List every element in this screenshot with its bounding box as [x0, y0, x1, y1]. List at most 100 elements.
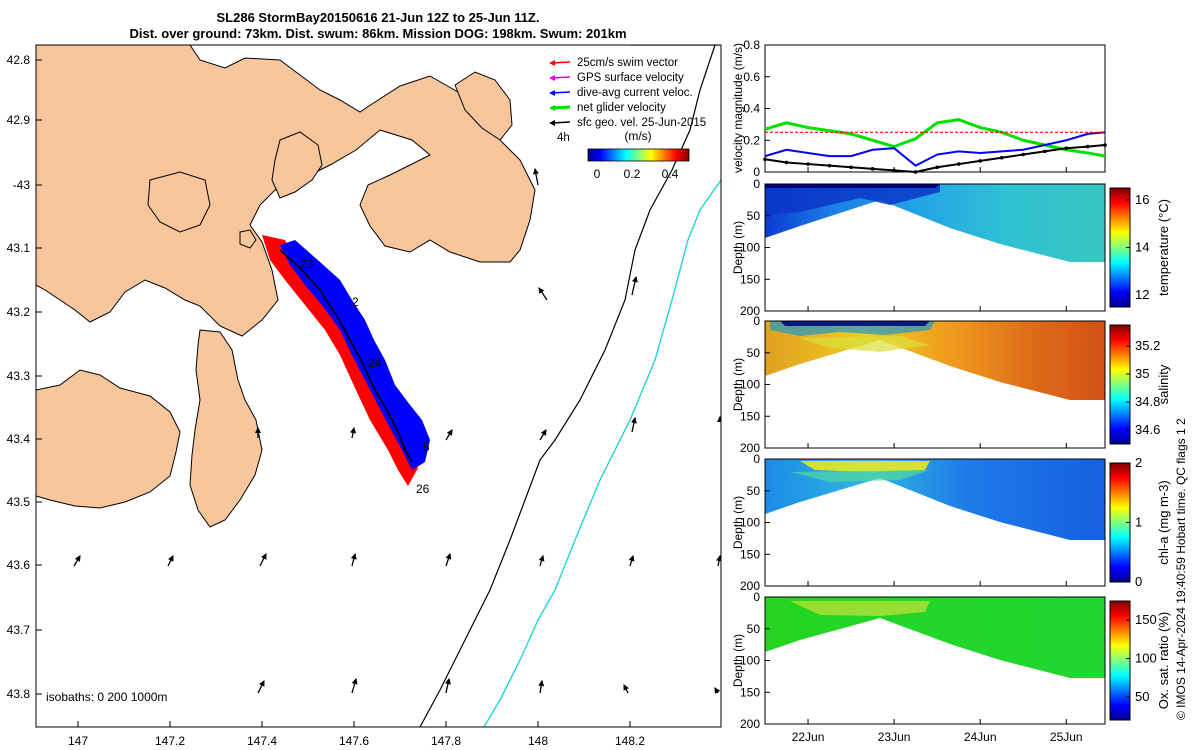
- velocity-series-point: [1042, 149, 1047, 154]
- section-y-tick-label: 200: [740, 304, 760, 318]
- section-panels: [765, 184, 1105, 678]
- map-y-ticks: 42.8 42.9 -43 43.1 43.2 43.3 43.4 43.5 43.6 43.7 4…: [7, 53, 42, 701]
- velocity-series-point: [1064, 146, 1069, 150]
- geo-velocity-arrowhead: [533, 167, 539, 175]
- velocity-series-point: [999, 155, 1004, 160]
- colorbar-tick-label: 0: [1135, 574, 1142, 589]
- section-ylabel: Depth (m): [731, 634, 745, 687]
- colorbar-tick-label: 14: [1135, 240, 1149, 255]
- velocity-series-point: [935, 165, 939, 170]
- map-y-tick-label: 42.8: [7, 53, 31, 67]
- colorbar-tick-label: 50: [1135, 689, 1149, 704]
- colorbar-label: chl-a (mg m-3): [1156, 480, 1171, 565]
- velocity-y-tick-label: 0.6: [743, 70, 760, 84]
- map-y-tick-label: 43.2: [7, 305, 31, 319]
- section-colorbar: [1109, 324, 1131, 445]
- track-day-label: 24: [368, 356, 382, 370]
- geo-velocity-arrowhead: [445, 552, 452, 560]
- section-y-tick-label: 0: [753, 452, 760, 466]
- map-x-ticks: 147 147.2 147.4 147.6 147.8 148 148.2: [68, 721, 645, 748]
- map-colorbar-tick: 0.2: [624, 167, 641, 181]
- velocity-series-point: [1085, 144, 1090, 149]
- map-y-tick-label: 43.3: [7, 369, 31, 383]
- map-y-tick-label: 43.1: [7, 241, 31, 255]
- track-day-label: 5: [423, 440, 430, 454]
- velocity-y-tick-label: 0.2: [743, 133, 760, 147]
- section-y-tick-label: 150: [740, 685, 760, 699]
- map-y-tick-label: 43.6: [7, 558, 31, 572]
- time-axis-label: 24Jun: [964, 730, 997, 744]
- map-colorbar-tick: 0: [594, 167, 601, 181]
- track-day-labels: 23 2 24 5 26: [300, 257, 430, 496]
- map-y-tick-label: 43.7: [7, 623, 31, 637]
- section-y-tick-label: 150: [740, 272, 760, 286]
- legend-4h-label: 4h: [557, 132, 570, 144]
- colorbar-label: salinity: [1156, 364, 1171, 404]
- geo-velocity-arrowhead: [538, 554, 545, 562]
- geo-velocity-arrowhead: [168, 554, 174, 562]
- colorbar-tick-label: 34.6: [1135, 422, 1160, 437]
- section-y-tick-label: 200: [740, 579, 760, 593]
- section-y-tick-label: 150: [740, 409, 760, 423]
- geo-velocity-arrowhead: [540, 429, 547, 436]
- map-y-tick-label: 43.8: [7, 687, 31, 701]
- dive-avg-velocity-swath: [280, 240, 430, 470]
- velocity-series-point: [849, 165, 853, 170]
- map-y-tick-label: 43.4: [7, 432, 31, 446]
- geo-velocity-arrowhead: [631, 416, 637, 424]
- velocity-series-point: [827, 163, 832, 168]
- velocity-y-tick-label: 0: [753, 165, 760, 179]
- map-title-line1: SL286 StormBay20150616 21-Jun 12Z to 25-…: [217, 10, 540, 25]
- velocity-series-point: [806, 162, 810, 166]
- velocity-ylabel: velocity magnitude (m/s): [731, 43, 745, 173]
- section-y-tick-label: 200: [740, 717, 760, 731]
- section-ylabel: Depth (m): [731, 358, 745, 411]
- footer-credit: © IMOS 14-Apr-2024 19:40:59 Hobart time.…: [1174, 418, 1188, 720]
- section-y-tick-label: 100: [740, 378, 760, 392]
- geo-velocity-arrowhead: [538, 287, 545, 294]
- section-y-tick-label: 50: [747, 622, 761, 636]
- geo-velocity-arrowhead: [628, 554, 635, 562]
- legend-label: sfc geo. vel. 25-Jun-2015: [577, 117, 706, 129]
- colorbar-tick-label: 100: [1135, 651, 1157, 666]
- time-axis-label: 25Jun: [1050, 730, 1083, 744]
- track-day-label: 26: [416, 482, 430, 496]
- section-y-tick-label: 150: [740, 547, 760, 561]
- velocity-series: [763, 118, 1107, 174]
- temperature-section: [765, 184, 1105, 262]
- map-x-tick-label: 148.2: [615, 734, 645, 748]
- chl-a-section: [765, 459, 1105, 540]
- track-day-label: 23: [300, 257, 314, 271]
- geo-velocity-arrowhead: [350, 426, 356, 434]
- colorbar-label: temperature (°C): [1156, 199, 1171, 296]
- map-legend: 25cm/s swim vector GPS surface velocity di…: [549, 57, 706, 181]
- geo-velocity-arrowhead: [74, 555, 81, 562]
- map-panel: 23 2 24 5 26 isobaths: 0 200 1000m 147 14…: [7, 44, 722, 748]
- land-masses: [36, 45, 536, 528]
- section-y-tick-label: 50: [747, 484, 761, 498]
- section-y-tick-label: 50: [747, 346, 761, 360]
- glider-track: [279, 249, 413, 463]
- velocity-series-line: [764, 131, 1106, 167]
- track-vectors: [262, 235, 430, 486]
- geo-velocity-arrowhead: [538, 679, 545, 687]
- isobath-1000m: [483, 179, 721, 727]
- geo-velocity-arrowhead: [714, 687, 721, 694]
- map-colorbar-title: (m/s): [624, 129, 651, 143]
- legend-swatch-head: [549, 120, 555, 126]
- velocity-series-line: [764, 118, 1106, 158]
- map-y-tick-label: 43.5: [7, 495, 31, 509]
- velocity-series-point: [784, 160, 789, 165]
- section-colorbar: [1109, 600, 1131, 721]
- section-y-tick-label: 200: [740, 441, 760, 455]
- map-x-tick-label: 147.6: [339, 734, 369, 748]
- legend-swatch-head: [549, 75, 555, 81]
- legend-label: GPS surface velocity: [577, 72, 684, 84]
- velocity-y-ticks: 0 0.2 0.4 0.6 0.8: [743, 38, 1067, 179]
- colorbar-tick-label: 35.2: [1135, 338, 1160, 353]
- colorbar-tick-label: 1: [1135, 515, 1142, 530]
- map-y-tick-label: -43: [13, 178, 31, 192]
- section-y-tick-label: 0: [753, 177, 760, 191]
- colorbar-tick-label: 34.8: [1135, 394, 1160, 409]
- map-x-tick-label: 148: [528, 734, 548, 748]
